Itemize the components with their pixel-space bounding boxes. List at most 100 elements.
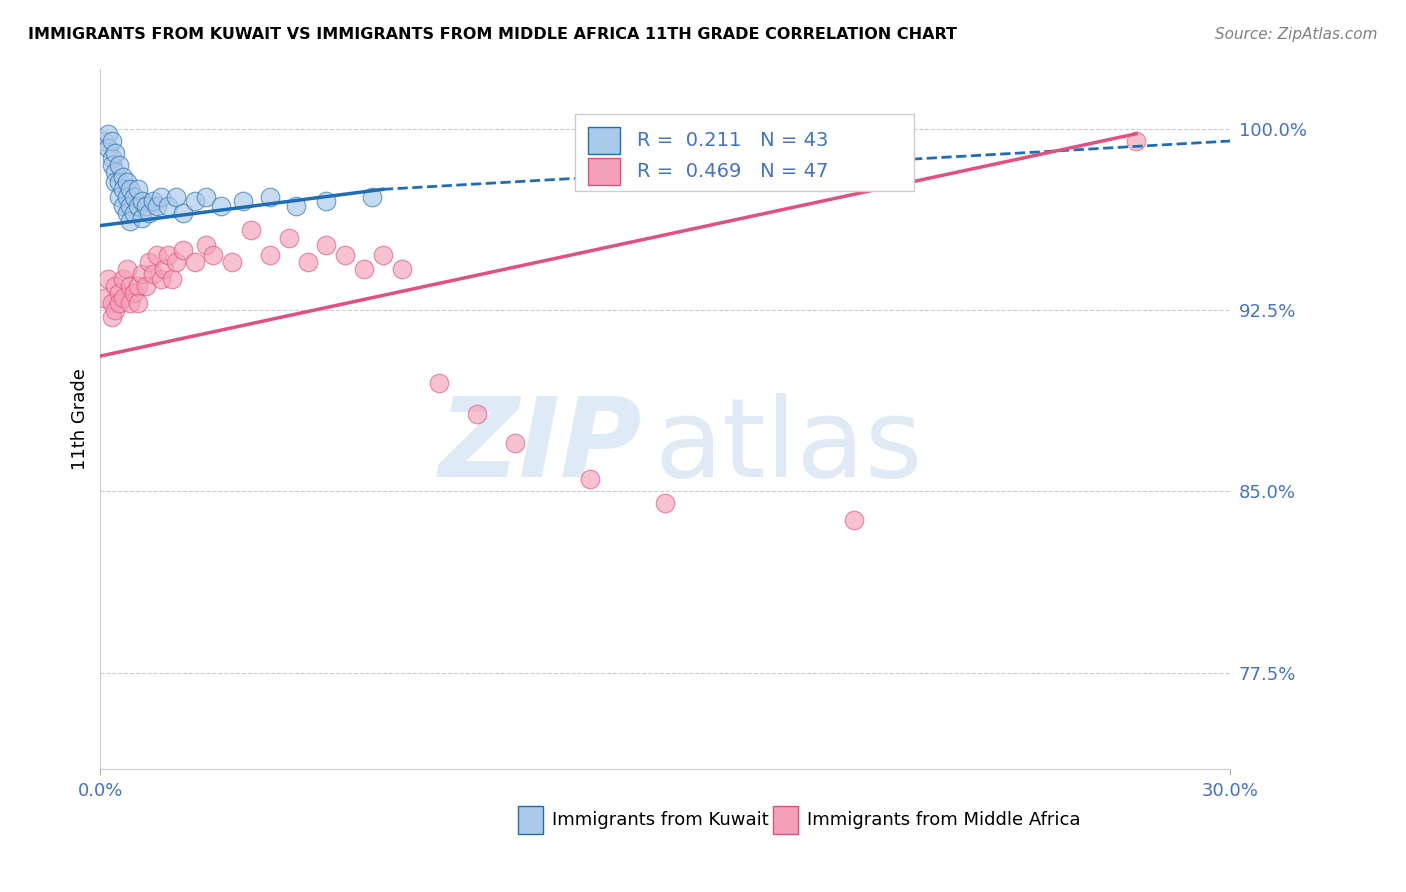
Point (97, 127, 120, 141)
Point (146, 247, 169, 261)
Text: Immigrants from Kuwait: Immigrants from Kuwait (553, 811, 769, 829)
Text: ZIP: ZIP (439, 393, 643, 500)
Point (232, 194, 254, 209)
Text: Source: ZipAtlas.com: Source: ZipAtlas.com (1215, 27, 1378, 42)
Point (135, 199, 157, 213)
Point (165, 189, 187, 203)
Point (335, 247, 357, 261)
Point (100, 296, 122, 310)
Text: Immigrants from Middle Africa: Immigrants from Middle Africa (807, 811, 1080, 829)
FancyBboxPatch shape (589, 158, 620, 185)
Point (202, 247, 225, 261)
Point (122, 286, 145, 301)
Point (146, 199, 169, 213)
FancyBboxPatch shape (519, 805, 543, 834)
Point (93, 291, 115, 305)
Point (104, 165, 127, 179)
Point (120, 279, 142, 293)
Point (391, 262, 413, 277)
Point (297, 255, 319, 269)
Point (111, 199, 134, 213)
Point (115, 175, 138, 189)
Point (100, 310, 122, 325)
Point (371, 247, 394, 261)
Point (138, 206, 160, 220)
Point (127, 199, 149, 213)
Point (115, 206, 138, 220)
FancyBboxPatch shape (589, 128, 620, 154)
Point (97, 271, 120, 285)
Point (108, 189, 131, 203)
Point (503, 436, 526, 450)
Text: atlas: atlas (654, 393, 922, 500)
Point (108, 286, 131, 301)
Point (135, 279, 157, 293)
Point (127, 296, 149, 310)
Point (100, 134, 122, 148)
Point (353, 262, 375, 277)
Text: R =  0.469   N = 47: R = 0.469 N = 47 (637, 162, 828, 181)
Point (104, 303, 127, 318)
Point (465, 407, 488, 421)
Point (108, 175, 131, 189)
Point (120, 213, 142, 227)
Point (172, 206, 194, 220)
Point (131, 267, 153, 281)
Point (183, 194, 205, 209)
Point (104, 146, 127, 161)
Point (194, 189, 217, 203)
Point (157, 247, 180, 261)
Y-axis label: 11th Grade: 11th Grade (72, 368, 89, 470)
Point (842, 513, 865, 527)
Point (259, 189, 281, 203)
Point (111, 182, 134, 196)
Point (111, 291, 134, 305)
Point (149, 271, 172, 285)
Point (111, 271, 134, 285)
Point (315, 238, 337, 252)
FancyBboxPatch shape (773, 805, 797, 834)
Text: IMMIGRANTS FROM KUWAIT VS IMMIGRANTS FROM MIDDLE AFRICA 11TH GRADE CORRELATION C: IMMIGRANTS FROM KUWAIT VS IMMIGRANTS FRO… (28, 27, 957, 42)
Point (115, 189, 138, 203)
Point (100, 158, 122, 172)
Point (104, 279, 127, 293)
Point (427, 376, 450, 390)
Point (183, 255, 205, 269)
Point (149, 189, 172, 203)
Point (172, 243, 194, 257)
Point (165, 255, 187, 269)
Point (360, 189, 382, 203)
Point (194, 238, 217, 252)
Point (142, 194, 165, 209)
Point (93, 134, 115, 148)
Point (108, 158, 131, 172)
Point (209, 199, 232, 213)
Point (111, 170, 134, 185)
Point (120, 296, 142, 310)
Point (240, 223, 263, 237)
Point (138, 255, 160, 269)
Point (131, 211, 153, 226)
Point (277, 230, 299, 244)
Point (1125, 134, 1147, 148)
Point (157, 199, 180, 213)
Point (285, 199, 308, 213)
Point (315, 194, 337, 209)
Point (120, 199, 142, 213)
Point (115, 262, 138, 277)
Point (120, 182, 142, 196)
Point (160, 271, 183, 285)
Point (104, 175, 127, 189)
Point (122, 206, 145, 220)
FancyBboxPatch shape (575, 114, 914, 191)
Point (654, 496, 676, 510)
Point (142, 267, 165, 281)
Point (122, 189, 145, 203)
Point (153, 262, 176, 277)
Point (97, 141, 120, 155)
Text: R =  0.211   N = 43: R = 0.211 N = 43 (637, 131, 828, 150)
Point (131, 194, 153, 209)
Point (221, 255, 243, 269)
Point (579, 472, 602, 486)
Point (127, 279, 149, 293)
